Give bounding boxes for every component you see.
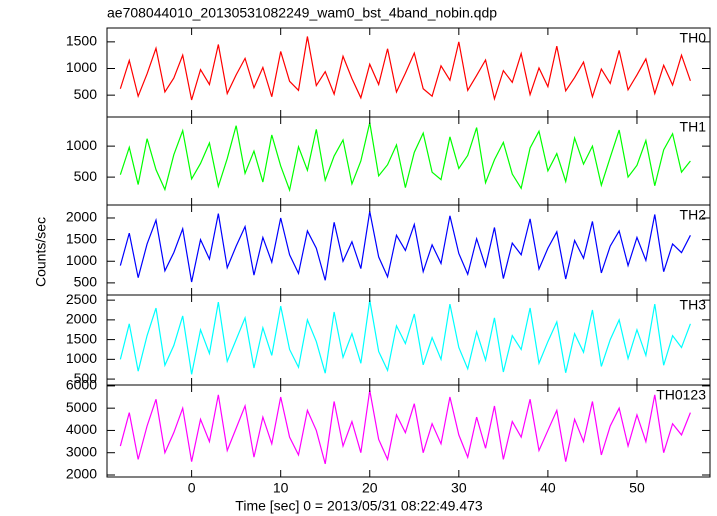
panel-label: TH0123 [656,387,706,403]
y-tick-label: 500 [74,274,98,290]
data-line [119,300,691,375]
panel-label: TH3 [680,297,707,313]
data-line [119,36,691,102]
y-tick-label: 1000 [66,252,97,268]
y-tick-label: 2500 [66,291,97,307]
y-tick-label: 4000 [66,421,97,437]
x-tick-label: 20 [362,480,378,496]
x-tick-label: 40 [540,480,556,496]
chart-title: ae708044010_20130531082249_wam0_bst_4ban… [107,5,497,21]
y-tick-label: 1000 [66,59,97,75]
x-tick-label: 0 [188,480,196,496]
y-tick-label: 5000 [66,399,97,415]
panel-label: TH0 [680,30,707,46]
panel-frame [106,294,711,386]
y-tick-label: 2000 [66,466,97,482]
y-tick-label: 2000 [66,311,97,327]
panel-frame [106,204,711,296]
x-tick-label: 50 [629,480,645,496]
y-tick-label: 1000 [66,137,97,153]
y-tick-label: 1500 [66,33,97,49]
x-tick-label: 30 [451,480,467,496]
y-tick-label: 500 [74,168,98,184]
y-tick-label: 500 [74,370,98,386]
data-line [119,122,691,193]
data-line [119,390,691,465]
panel-frame [106,384,711,478]
x-tick-label: 10 [273,480,289,496]
data-line [119,211,691,283]
panel-label: TH2 [680,207,707,223]
y-tick-label: 1500 [66,230,97,246]
y-tick-label: 1000 [66,350,97,366]
y-tick-label: 3000 [66,443,97,459]
y-tick-label: 500 [74,86,98,102]
y-tick-label: 2000 [66,209,97,225]
panel-label: TH1 [680,119,707,135]
y-tick-label: 1500 [66,330,97,346]
x-axis-label: Time [sec] 0 = 2013/05/31 08:22:49.473 [235,498,483,514]
panel-frame [106,27,711,118]
y-axis-label: Counts/sec [33,217,49,287]
y-tick-label: 6000 [66,377,97,393]
